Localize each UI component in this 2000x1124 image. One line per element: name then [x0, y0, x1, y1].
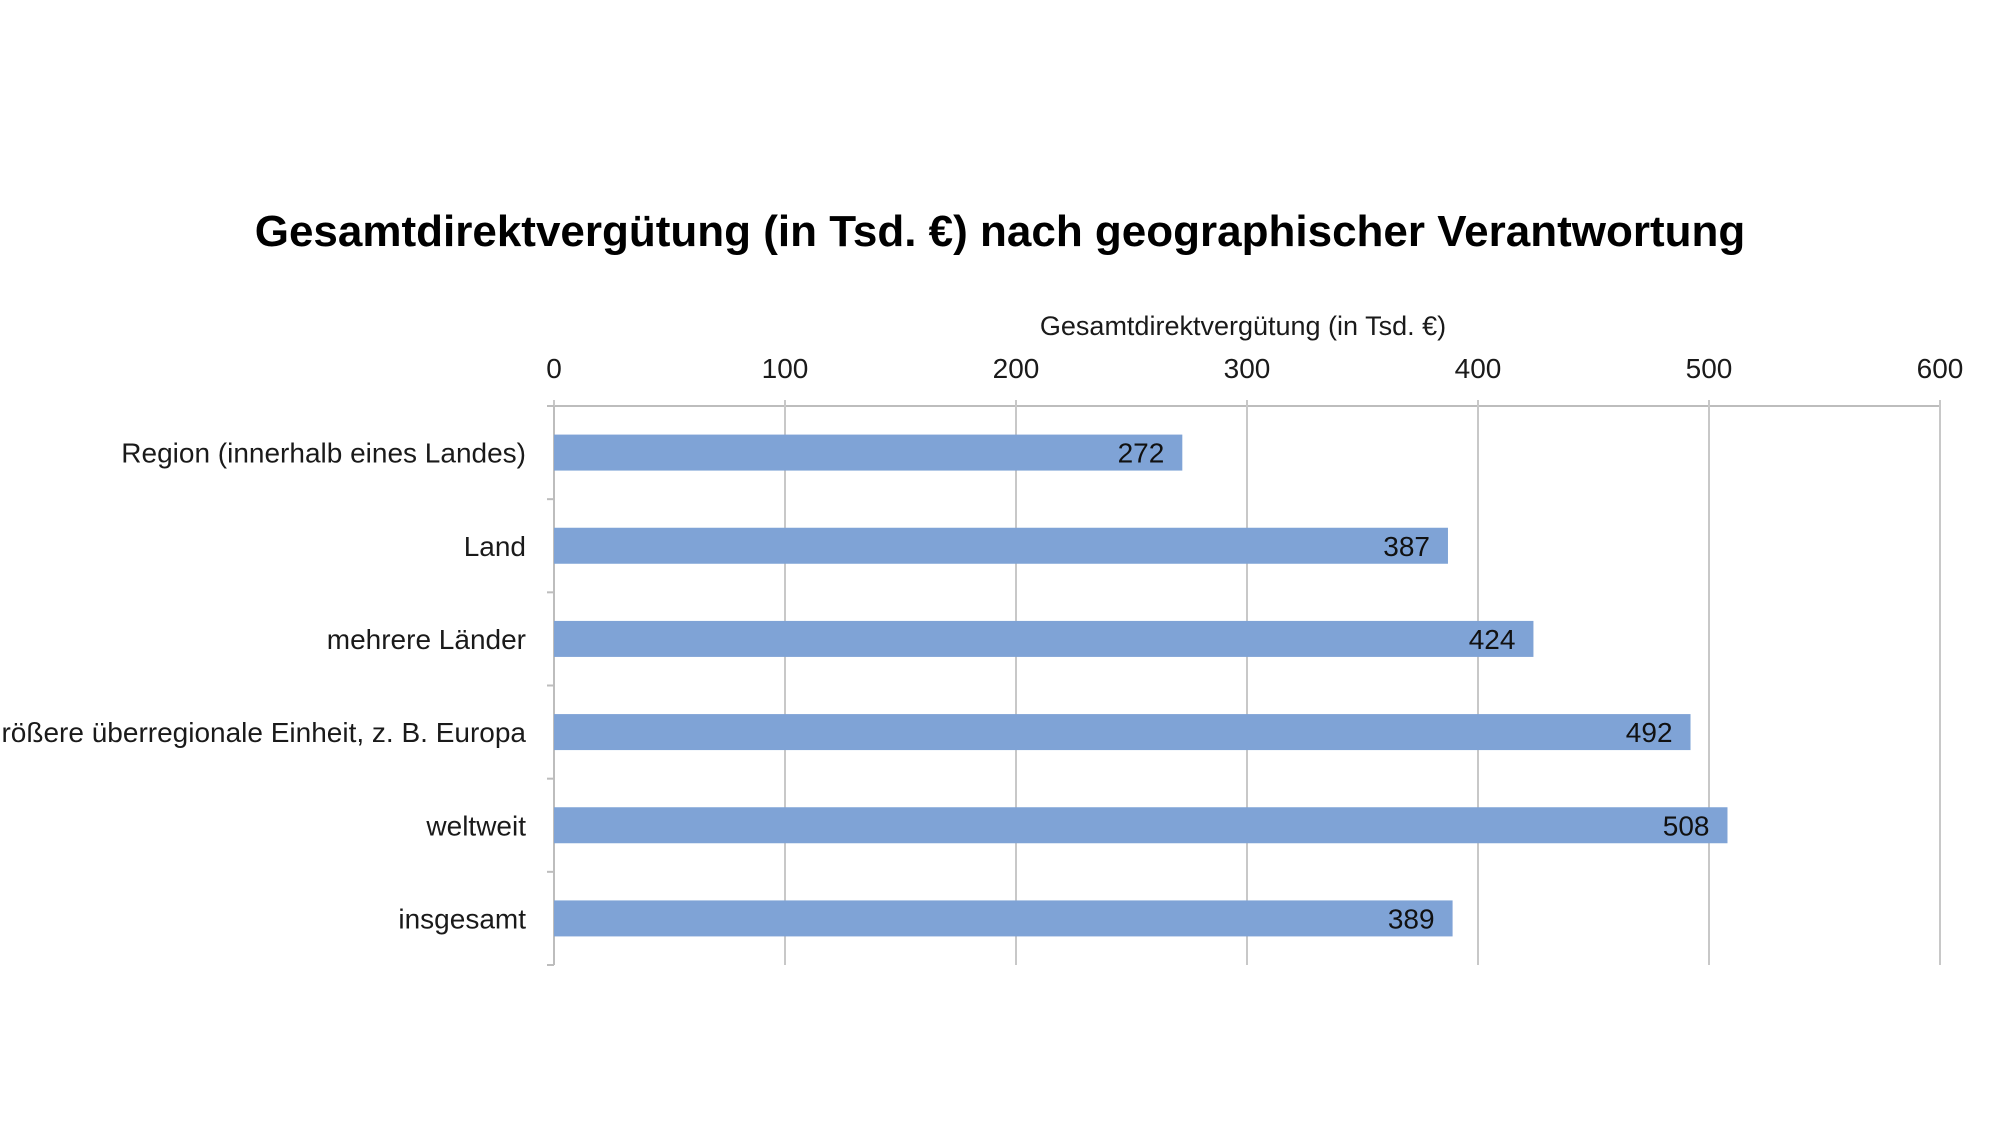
category-labels: Region (innerhalb eines Landes) Land mehre…	[0, 438, 526, 935]
data-labels: 272 387 424 492 508 389	[1118, 438, 1710, 935]
gridlines	[547, 400, 1941, 966]
x-tick-label: 600	[1917, 353, 1964, 384]
data-label: 492	[1626, 717, 1673, 748]
bar	[554, 900, 1453, 937]
category-label: insgesamt	[398, 903, 526, 934]
data-label: 508	[1663, 810, 1710, 841]
bars	[554, 434, 1728, 937]
category-label: Land	[464, 531, 526, 562]
x-tick-label: 500	[1686, 353, 1733, 384]
x-tick-label: 100	[762, 353, 809, 384]
x-axis-title: Gesamtdirektvergütung (in Tsd. €)	[1040, 311, 1446, 341]
data-label: 389	[1388, 903, 1435, 934]
bar	[554, 620, 1534, 657]
bar	[554, 434, 1183, 471]
data-label: 424	[1469, 624, 1516, 655]
x-tick-label: 200	[993, 353, 1040, 384]
chart-title: Gesamtdirektvergütung (in Tsd. €) nach g…	[255, 207, 1746, 256]
category-label: Region (innerhalb eines Landes)	[121, 438, 526, 469]
x-tick-label: 300	[1224, 353, 1271, 384]
bar	[554, 714, 1691, 751]
category-label: mehrere Länder	[327, 624, 526, 655]
data-label: 272	[1118, 438, 1165, 469]
x-tick-label: 400	[1455, 353, 1502, 384]
x-tick-label: 0	[546, 353, 562, 384]
bar	[554, 527, 1448, 564]
bar	[554, 807, 1728, 844]
category-label: weltweit	[425, 810, 526, 841]
x-tick-labels: 0 100 200 300 400 500 600	[546, 353, 1963, 384]
category-label: größere überregionale Einheit, z. B. Eur…	[0, 717, 526, 748]
data-label: 387	[1383, 531, 1430, 562]
